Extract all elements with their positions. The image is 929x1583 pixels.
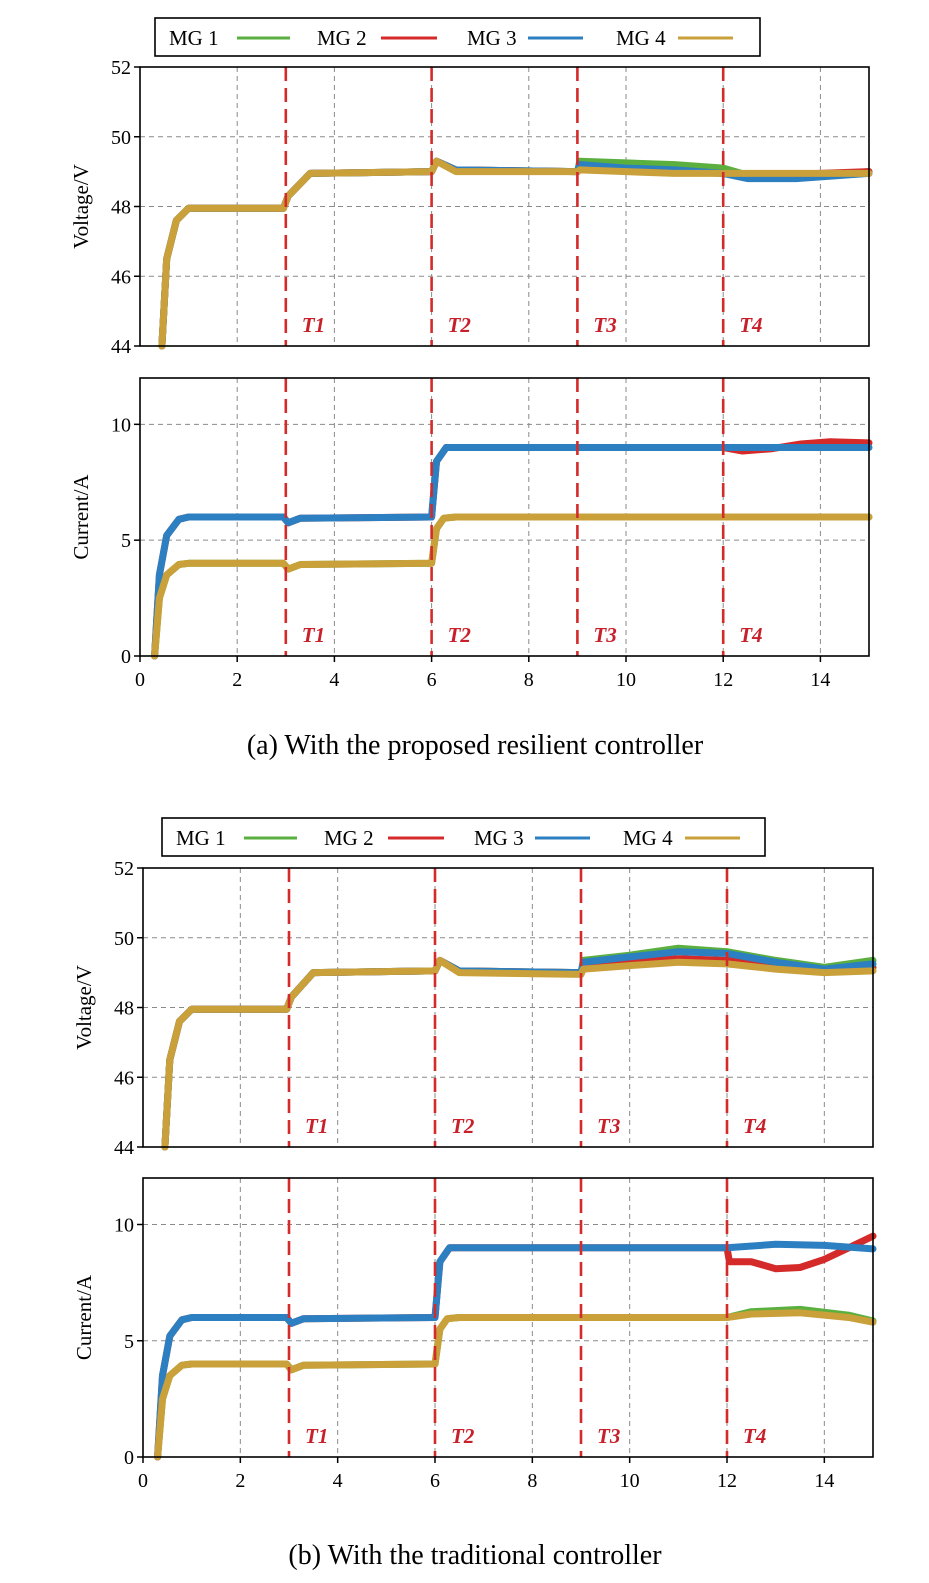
plot-frame: [142, 1177, 874, 1458]
event-label-t4: T4: [739, 623, 762, 647]
x-tick-label: 14: [814, 1470, 834, 1492]
y-tick-label: 44: [111, 336, 131, 358]
y-axis-label: Current/A: [72, 1274, 96, 1360]
event-label-t3: T3: [593, 623, 616, 647]
series-line-mg3: [158, 157, 873, 350]
series-line-mg1: [161, 944, 877, 1151]
event-label-t4: T4: [743, 1114, 766, 1138]
series-line-mg3: [161, 948, 877, 1151]
y-axis-label: Voltage/V: [72, 965, 96, 1050]
x-tick-label: 14: [810, 669, 830, 691]
caption-b: (b) With the traditional controller: [288, 1540, 662, 1571]
y-tick-label: 46: [111, 266, 131, 288]
series-line-mg2: [158, 157, 873, 350]
series-line-mg1: [158, 157, 873, 350]
series-line-mg2: [161, 955, 877, 1151]
x-tick-label: 10: [616, 669, 636, 691]
series-line-mg4: [151, 513, 873, 660]
event-label-t2: T2: [448, 313, 472, 337]
legend: MG 1 MG 2 MG 3 MG 4: [161, 817, 766, 857]
caption-a: (a) With the proposed resilient controll…: [247, 730, 704, 761]
x-tick-label: 0: [138, 1470, 148, 1492]
legend: MG 1 MG 2 MG 3 MG 4: [154, 17, 761, 57]
legend-label: MG 3: [467, 26, 517, 50]
event-label-t4: T4: [743, 1424, 766, 1448]
legend-label: MG 4: [616, 26, 666, 50]
y-tick-label: 48: [114, 998, 134, 1020]
y-axis-label: Current/A: [69, 474, 93, 560]
series-line-mg4: [158, 157, 873, 350]
legend-label: MG 1: [176, 826, 226, 850]
y-tick-label: 48: [111, 197, 131, 219]
series-line-mg4: [161, 956, 877, 1151]
x-tick-label: 6: [427, 669, 437, 691]
y-tick-label: 46: [114, 1067, 134, 1089]
y-tick-label: 10: [114, 1215, 134, 1237]
legend-label: MG 2: [324, 826, 374, 850]
y-tick-label: 0: [124, 1447, 134, 1469]
x-tick-label: 6: [430, 1470, 440, 1492]
series-line-mg3: [151, 444, 873, 660]
y-tick-label: 50: [114, 928, 134, 950]
y-tick-label: 44: [114, 1137, 134, 1159]
legend-label: MG 1: [169, 26, 219, 50]
y-tick-label: 52: [111, 57, 131, 79]
x-tick-label: 12: [713, 669, 733, 691]
panel-b-current: T1 T2 T3 T4 0 5 10 0 2 4 6 8 10 12 14 Current/A: [72, 1177, 877, 1492]
x-tick-label: 4: [333, 1470, 343, 1492]
x-tick-label: 2: [232, 669, 242, 691]
event-label-t2: T2: [448, 623, 472, 647]
legend-label: MG 3: [474, 826, 524, 850]
event-label-t1: T1: [305, 1424, 328, 1448]
event-label-t1: T1: [302, 623, 325, 647]
event-label-t4: T4: [739, 313, 762, 337]
x-tick-label: 0: [135, 669, 145, 691]
event-label-t3: T3: [597, 1424, 620, 1448]
event-label-t2: T2: [451, 1424, 475, 1448]
y-tick-label: 10: [111, 414, 131, 436]
event-label-t3: T3: [593, 313, 616, 337]
x-tick-label: 2: [235, 1470, 245, 1492]
legend-label: MG 2: [317, 26, 367, 50]
y-tick-label: 5: [121, 530, 131, 552]
y-tick-label: 0: [121, 646, 131, 668]
series-line-mg4: [154, 1309, 877, 1461]
series-line-mg3: [154, 1240, 877, 1461]
x-tick-label: 8: [524, 669, 534, 691]
event-label-t1: T1: [302, 313, 325, 337]
y-tick-label: 52: [114, 858, 134, 880]
event-label-t3: T3: [597, 1114, 620, 1138]
x-tick-label: 4: [329, 669, 339, 691]
y-tick-label: 50: [111, 127, 131, 149]
plot-frame: [139, 377, 870, 657]
legend-label: MG 4: [623, 826, 673, 850]
x-tick-label: 12: [717, 1470, 737, 1492]
y-axis-label: Voltage/V: [69, 164, 93, 249]
y-tick-label: 5: [124, 1331, 134, 1353]
event-label-t2: T2: [451, 1114, 475, 1138]
panel-a-current: T1 T2 T3 T4 0 5 10 0 2 4 6 8 10 12 14 Current/A: [69, 377, 873, 691]
x-tick-label: 10: [620, 1470, 640, 1492]
x-tick-label: 8: [527, 1470, 537, 1492]
event-label-t1: T1: [305, 1114, 328, 1138]
